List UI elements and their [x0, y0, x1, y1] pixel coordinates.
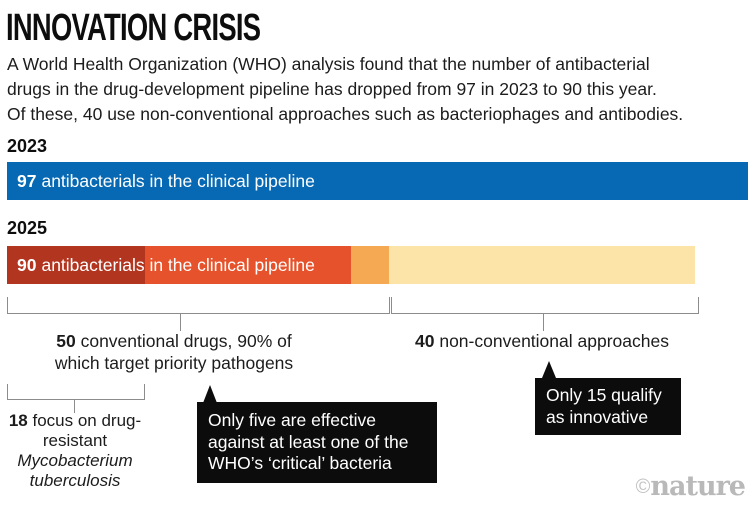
- bracket-conventional-tick: [180, 313, 181, 331]
- year-label-2025: 2025: [7, 218, 48, 238]
- nature-wordmark: nature: [650, 471, 746, 502]
- segment-other-conventional: [144, 246, 351, 284]
- callout-critical-pointer: [203, 385, 217, 403]
- year-label-2023: 2023: [7, 136, 48, 156]
- bar-2025-label: 90 antibacterials in the clinical pipeli…: [17, 254, 315, 275]
- segment-effective-against-critical: [350, 246, 389, 284]
- callout-innovative: Only 15 qualify as innovative: [535, 378, 681, 435]
- nature-credit: ©nature: [635, 471, 746, 502]
- annotation-conventional: 50 conventional drugs, 90% of which targ…: [54, 331, 294, 373]
- copyright-icon: ©: [635, 476, 651, 498]
- annotation-nonconventional: 40 non-conventional approaches: [415, 331, 669, 351]
- segment-tb-focused-conventional: [7, 246, 145, 284]
- bar-2023-label: 97 antibacterials in the clinical pipeli…: [17, 170, 315, 191]
- bracket-nonconventional: [391, 297, 699, 314]
- bar-2025-value: 90: [17, 254, 37, 275]
- intro-paragraph: A World Health Organization (WHO) analys…: [7, 52, 683, 127]
- callout-innovative-pointer: [542, 361, 556, 378]
- bar-2023-value: 97: [17, 170, 37, 191]
- bar-2023: 97 antibacterials in the clinical pipeli…: [7, 162, 748, 200]
- bracket-conventional: [7, 297, 390, 314]
- page-title: INNOVATION CRISIS: [6, 7, 261, 49]
- bracket-nonconventional-tick: [543, 313, 544, 331]
- species-name: Mycobacterium tuberculosis: [17, 451, 133, 490]
- intro-line: drugs in the drug-development pipeline h…: [7, 79, 657, 99]
- segment-non-conventional: [388, 246, 695, 284]
- bracket-tuberculosis: [7, 384, 145, 400]
- segment-all-antibacterials: [7, 162, 748, 200]
- callout-critical: Only five are effective against at least…: [197, 402, 437, 483]
- bar-2025: 90 antibacterials in the clinical pipeli…: [7, 246, 695, 284]
- annotation-tuberculosis: 18 focus on drug-resistant Mycobacterium…: [8, 411, 142, 490]
- bracket-tuberculosis-tick: [74, 399, 75, 413]
- intro-line: A World Health Organization (WHO) analys…: [7, 54, 650, 74]
- intro-line: Of these, 40 use non-conventional approa…: [7, 104, 684, 124]
